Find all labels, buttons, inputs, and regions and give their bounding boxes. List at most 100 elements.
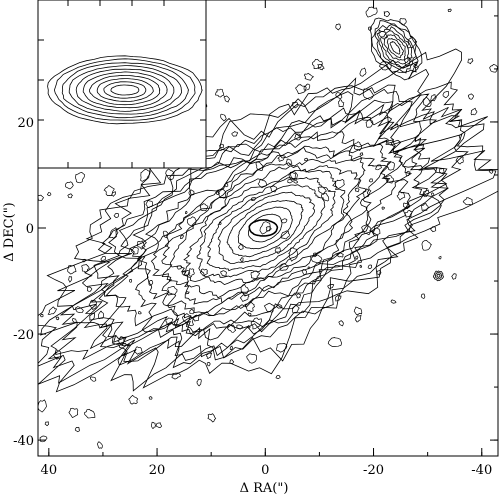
noise-contour bbox=[150, 421, 156, 429]
noise-contour bbox=[65, 181, 74, 190]
contour-level-19 bbox=[40, 59, 497, 393]
knot-contour bbox=[369, 17, 423, 81]
noise-contour bbox=[52, 349, 62, 360]
contour-level-11 bbox=[137, 142, 392, 325]
noise-contour bbox=[259, 221, 271, 235]
x-axis-label: Δ RA(") bbox=[240, 481, 289, 496]
noise-contour bbox=[207, 413, 217, 423]
x-tick-label: -40 bbox=[471, 463, 492, 478]
noise-contour bbox=[421, 240, 433, 251]
noise-contour bbox=[451, 273, 457, 280]
noise-contour bbox=[294, 133, 302, 141]
inset-contour bbox=[47, 55, 203, 125]
noise-contour bbox=[206, 352, 213, 359]
noise-contour bbox=[362, 188, 372, 199]
noise-contour bbox=[361, 224, 372, 236]
y-tick-label: 20 bbox=[17, 116, 34, 131]
noise-contour bbox=[368, 26, 372, 31]
noise-contour bbox=[399, 17, 407, 26]
noise-contour bbox=[430, 94, 437, 102]
noise-contour bbox=[420, 203, 429, 211]
noise-contour bbox=[215, 191, 220, 195]
noise-contour bbox=[237, 243, 244, 251]
noise-contour bbox=[332, 178, 345, 190]
contour-level-14 bbox=[99, 109, 428, 343]
inset-contour bbox=[110, 84, 140, 96]
noise-contour bbox=[215, 88, 225, 98]
noise-contour bbox=[239, 294, 250, 302]
contour-level-15 bbox=[89, 99, 448, 349]
noise-contour bbox=[140, 168, 151, 182]
contour-level-13 bbox=[104, 116, 411, 333]
contour-level-20 bbox=[38, 48, 498, 389]
inset-contour bbox=[61, 62, 190, 119]
noise-contour bbox=[312, 58, 323, 69]
noise-contour bbox=[292, 304, 300, 314]
noise-contour bbox=[301, 268, 307, 275]
inset-contour bbox=[89, 74, 161, 106]
noise-contour bbox=[136, 240, 146, 250]
noise-contour bbox=[317, 186, 327, 195]
noise-contour bbox=[403, 202, 411, 210]
noise-contour bbox=[379, 61, 392, 71]
noise-contour bbox=[287, 178, 294, 184]
noise-contour bbox=[72, 318, 77, 324]
noise-contour bbox=[199, 268, 208, 277]
noise-contour bbox=[277, 155, 286, 162]
noise-contour bbox=[39, 313, 44, 318]
noise-contour bbox=[39, 435, 48, 443]
noise-contour bbox=[265, 225, 272, 232]
contour-level-10 bbox=[150, 146, 389, 314]
y-tick-label: -20 bbox=[13, 328, 34, 343]
noise-contour bbox=[327, 283, 335, 289]
noise-contour bbox=[431, 192, 435, 197]
noise-contour bbox=[67, 193, 74, 199]
knot-contour bbox=[376, 26, 413, 68]
noise-contour bbox=[359, 152, 364, 156]
noise-contour bbox=[88, 299, 97, 311]
noise-contour bbox=[354, 187, 360, 193]
noise-contour bbox=[488, 169, 494, 174]
noise-contour bbox=[378, 29, 388, 40]
noise-contour bbox=[165, 317, 174, 325]
noise-contour bbox=[372, 227, 381, 237]
noise-contour bbox=[489, 64, 498, 73]
noise-contour bbox=[128, 394, 139, 405]
inset-frame bbox=[37, 0, 207, 169]
noise-contour bbox=[180, 234, 185, 239]
noise-contour bbox=[47, 306, 58, 315]
x-tick-label: -20 bbox=[363, 463, 384, 478]
noise-contour bbox=[365, 119, 374, 128]
noise-contour bbox=[310, 254, 323, 264]
noise-contour bbox=[186, 216, 197, 227]
knot-contour bbox=[434, 272, 443, 280]
noise-contour bbox=[386, 160, 395, 171]
noise-contour bbox=[229, 345, 234, 351]
noise-contour bbox=[239, 257, 244, 262]
noise-contour bbox=[362, 88, 375, 100]
noise-contour bbox=[430, 226, 437, 233]
noise-contour bbox=[74, 426, 81, 433]
noise-contour bbox=[270, 185, 278, 193]
noise-contour bbox=[455, 156, 464, 165]
contour-level-4 bbox=[217, 191, 315, 265]
noise-contour bbox=[84, 408, 96, 419]
inset-contour bbox=[68, 65, 182, 115]
noise-contour bbox=[231, 131, 239, 137]
noise-contour bbox=[55, 316, 60, 321]
noise-contour bbox=[467, 93, 474, 100]
noise-contour bbox=[98, 310, 105, 320]
noise-contour bbox=[403, 56, 412, 67]
noise-contour bbox=[365, 6, 378, 18]
contour-level-2 bbox=[237, 206, 293, 250]
noise-contour bbox=[250, 317, 262, 330]
noise-contour bbox=[285, 158, 293, 167]
noise-contour bbox=[312, 252, 318, 258]
noise-contour bbox=[396, 191, 406, 201]
noise-contour bbox=[251, 196, 257, 201]
noise-contour bbox=[422, 189, 430, 198]
noise-contour bbox=[275, 304, 283, 309]
noise-contour bbox=[145, 199, 154, 208]
noise-contour bbox=[100, 255, 106, 262]
contour-level-16 bbox=[59, 88, 449, 361]
